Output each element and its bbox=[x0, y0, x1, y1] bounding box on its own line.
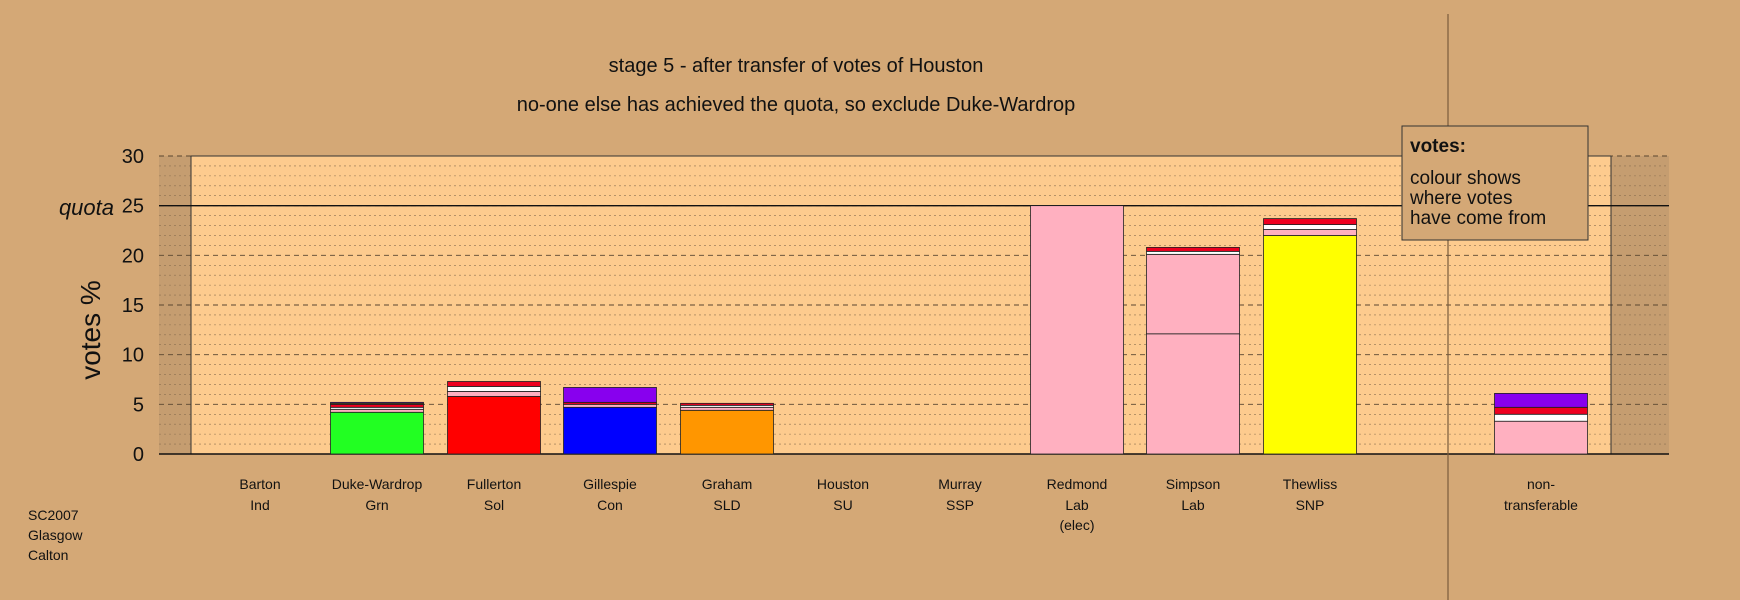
category-party-label: Lab bbox=[1181, 497, 1205, 513]
quota-label: quota bbox=[59, 195, 114, 220]
chart-subtitle: no-one else has achieved the quota, so e… bbox=[517, 94, 1076, 116]
bars bbox=[330, 205, 1588, 455]
bar-segment bbox=[447, 386, 541, 392]
legend-title: votes: bbox=[1410, 136, 1466, 157]
category-name-label: Simpson bbox=[1166, 476, 1220, 492]
category-party-label: Grn bbox=[365, 497, 388, 513]
y-tick-label: 0 bbox=[133, 444, 144, 466]
bar-segment bbox=[1494, 393, 1588, 408]
legend: votes: colour shows where votes have com… bbox=[1401, 125, 1589, 241]
legend-line-3: have come from bbox=[1410, 208, 1546, 229]
category-party-label: Sol bbox=[484, 497, 504, 513]
source-line-2: Glasgow bbox=[28, 527, 83, 543]
legend-line-2: where votes bbox=[1409, 188, 1512, 209]
bar-segment bbox=[1494, 420, 1588, 455]
bar-segment bbox=[1030, 205, 1124, 455]
category-name-label: Barton bbox=[239, 476, 280, 492]
bar-segment bbox=[330, 408, 424, 413]
category-party-label: Con bbox=[597, 497, 623, 513]
bar-segment bbox=[563, 403, 657, 408]
category-name-label: Duke-Wardrop bbox=[332, 476, 423, 492]
bar-segment bbox=[680, 409, 774, 455]
bar-segment bbox=[1494, 413, 1588, 422]
category-party-label: transferable bbox=[1504, 497, 1578, 513]
bar-segment bbox=[563, 406, 657, 455]
bar-segment bbox=[680, 402, 774, 406]
category-name-label: Gillespie bbox=[583, 476, 637, 492]
bar-segment bbox=[563, 387, 657, 403]
y-tick-label: 10 bbox=[122, 345, 144, 367]
category-name-label: Murray bbox=[938, 476, 982, 492]
category-name-label: non- bbox=[1527, 476, 1555, 492]
y-tick-label: 15 bbox=[122, 295, 144, 317]
category-party-label: Lab bbox=[1065, 497, 1089, 513]
bar-segment bbox=[1263, 218, 1357, 225]
y-tick-label: 20 bbox=[122, 245, 144, 267]
category-name-label: Fullerton bbox=[467, 476, 521, 492]
bar-segment bbox=[1263, 235, 1357, 455]
category-note-label: (elec) bbox=[1059, 517, 1094, 533]
x-labels: Barton Ind Duke-Wardrop Grn Fullerton Sol Gill… bbox=[239, 476, 1578, 533]
bar-segment bbox=[1146, 333, 1240, 455]
bar-segment bbox=[330, 411, 424, 455]
source-line-1: SC2007 bbox=[28, 507, 79, 523]
bar-segment bbox=[330, 401, 424, 404]
bar-segment bbox=[1146, 250, 1240, 255]
y-tick-label: 25 bbox=[122, 196, 144, 218]
source-note: SC2007 Glasgow Calton bbox=[28, 507, 83, 563]
chart-title: stage 5 - after transfer of votes of Hou… bbox=[609, 55, 984, 77]
category-party-label: SNP bbox=[1296, 497, 1325, 513]
bar-segment bbox=[1263, 224, 1357, 230]
category-party-label: SLD bbox=[713, 497, 740, 513]
bar-segment bbox=[447, 391, 541, 397]
bar-segment bbox=[1263, 229, 1357, 236]
bar-segment bbox=[680, 406, 774, 411]
bar-segment bbox=[330, 403, 424, 408]
category-party-label: Ind bbox=[250, 497, 269, 513]
y-axis-label: votes % bbox=[75, 280, 106, 380]
y-tick-label: 30 bbox=[122, 146, 144, 168]
bar-segment bbox=[1494, 406, 1588, 415]
category-name-label: Graham bbox=[702, 476, 753, 492]
category-name-label: Houston bbox=[817, 476, 869, 492]
category-name-label: Redmond bbox=[1047, 476, 1108, 492]
legend-line-1: colour shows bbox=[1410, 168, 1521, 189]
y-tick-label: 5 bbox=[133, 394, 144, 416]
category-party-label: SU bbox=[833, 497, 852, 513]
source-line-3: Calton bbox=[28, 547, 68, 563]
bar-segment bbox=[1146, 246, 1240, 252]
bar-segment bbox=[1146, 253, 1240, 335]
category-party-label: SSP bbox=[946, 497, 974, 513]
bar-segment bbox=[447, 395, 541, 455]
bar-segment bbox=[447, 381, 541, 387]
y-axis: 0 5 10 15 20 25 30 bbox=[122, 146, 144, 466]
category-name-label: Thewliss bbox=[1283, 476, 1337, 492]
legend-box bbox=[1401, 125, 1589, 241]
